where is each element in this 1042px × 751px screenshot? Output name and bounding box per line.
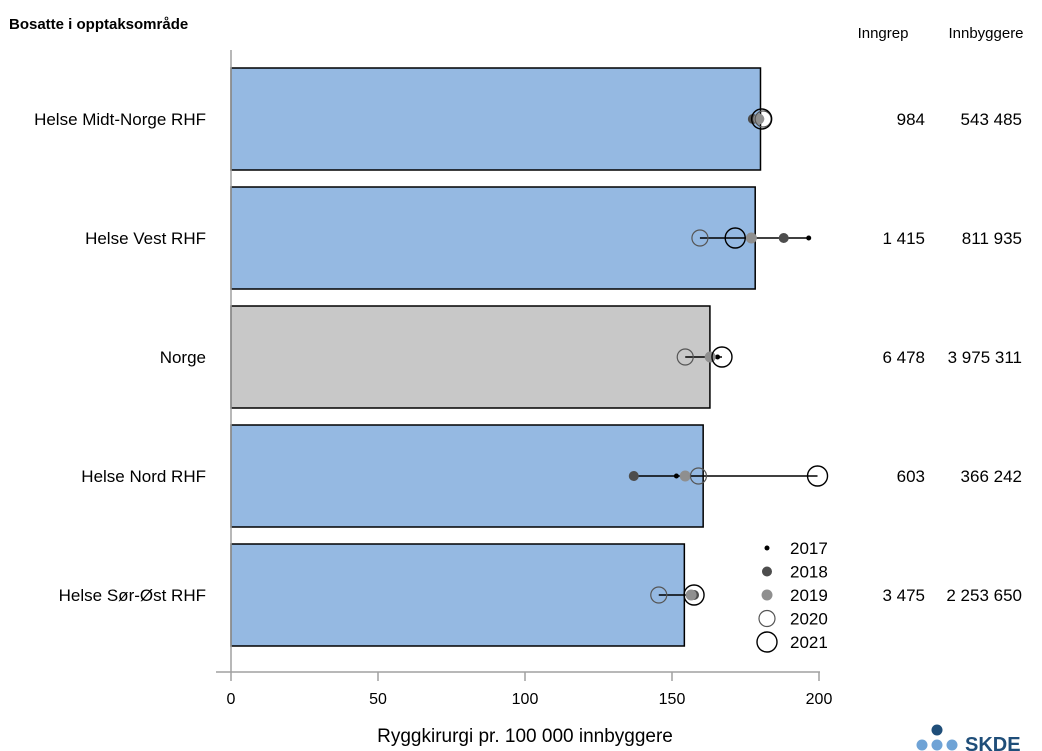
x-tick-label: 100 — [512, 691, 539, 708]
legend-marker-2020 — [758, 609, 776, 628]
bar — [230, 424, 704, 528]
category-labels: Helse Midt-Norge RHF Helse Vest RHF Norge H… — [34, 110, 206, 605]
logo-dot-top — [931, 724, 943, 736]
logo-dot-mid — [931, 739, 943, 751]
category-label: Helse Nord RHF — [81, 467, 206, 486]
inngrep-value: 3 475 — [882, 586, 925, 605]
category-label: Helse Vest RHF — [85, 229, 206, 248]
point-2017 — [673, 473, 679, 479]
point-2019 — [704, 351, 716, 363]
logo-text: SKDE — [965, 734, 1021, 751]
x-tick-label: 200 — [806, 691, 833, 708]
legend-marker-2019 — [761, 589, 773, 601]
innbyggere-value: 2 253 650 — [946, 586, 1022, 605]
bar — [230, 305, 711, 409]
row-header: Bosatte i opptaksområde — [9, 16, 188, 33]
point-2019 — [745, 232, 757, 244]
legend-marker-2017 — [764, 545, 770, 551]
legend-label: 2020 — [790, 610, 828, 629]
innbyggere-value: 366 242 — [961, 467, 1022, 486]
column-header-inngrep: Inngrep — [858, 25, 909, 42]
inngrep-value: 1 415 — [882, 229, 925, 248]
x-ticks: 0 50 100 150 200 — [227, 672, 833, 708]
innbyggere-value: 811 935 — [962, 229, 1022, 248]
bars — [230, 67, 762, 647]
logo-dot-right — [946, 739, 958, 751]
point-2021 — [724, 227, 746, 249]
bar — [230, 186, 756, 290]
bar — [230, 543, 686, 647]
x-axis-label: Ryggkirurgi pr. 100 000 innbyggere — [377, 726, 673, 747]
category-label: Helse Sør-Øst RHF — [59, 586, 206, 605]
legend-marker-2018 — [762, 566, 772, 577]
point-2017 — [806, 235, 812, 241]
point-2020 — [650, 586, 668, 604]
category-label: Helse Midt-Norge RHF — [34, 110, 206, 129]
x-tick-label: 50 — [369, 691, 387, 708]
point-2021 — [711, 346, 733, 368]
point-2020 — [676, 348, 694, 366]
inngrep-value: 984 — [897, 110, 925, 129]
legend-label: 2018 — [790, 563, 828, 582]
point-2019 — [679, 470, 691, 482]
point-2017 — [715, 354, 721, 360]
column-header-innbyggere: Innbyggere — [948, 25, 1023, 42]
inngrep-value: 6 478 — [882, 348, 925, 367]
point-2019 — [685, 589, 697, 601]
legend-label: 2021 — [790, 633, 828, 652]
point-2020 — [691, 229, 709, 247]
legend-label: 2017 — [790, 539, 828, 558]
innbyggere-value: 543 485 — [961, 110, 1022, 129]
point-2018 — [778, 233, 789, 243]
inngrep-value: 603 — [897, 467, 925, 486]
logo-dot-left — [916, 739, 928, 751]
year-markers — [628, 108, 829, 606]
point-2021 — [806, 465, 829, 487]
point-2020 — [689, 467, 708, 485]
legend: 2017 2018 2019 2020 2021 — [756, 539, 828, 653]
x-tick-label: 0 — [227, 691, 236, 708]
legend-marker-2021 — [756, 631, 778, 653]
bar — [230, 67, 762, 171]
point-2021 — [683, 584, 705, 606]
innbyggere-value: 3 975 311 — [948, 348, 1022, 367]
innbyggere-column: 543 485 811 935 3 975 311 366 242 2 253 650 — [946, 110, 1022, 605]
skde-logo: SKDE — [916, 724, 1021, 751]
point-2021 — [750, 108, 773, 130]
category-label: Norge — [160, 348, 206, 367]
legend-label: 2019 — [790, 586, 828, 605]
x-tick-label: 150 — [659, 691, 686, 708]
inngrep-column: 984 1 415 6 478 603 3 475 — [882, 110, 925, 605]
point-2018 — [628, 471, 639, 481]
